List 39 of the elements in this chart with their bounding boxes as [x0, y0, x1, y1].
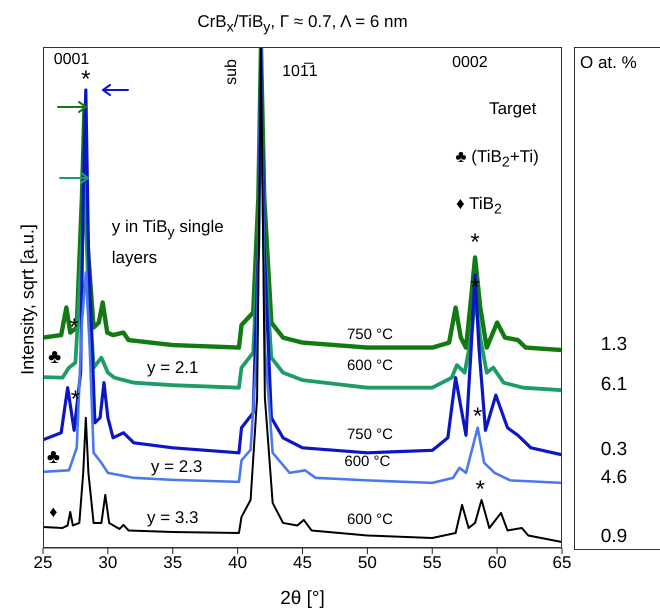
x-tick-label: 60 [488, 553, 507, 572]
annotation: 750 °C [346, 424, 394, 445]
annotation: * [472, 403, 484, 430]
x-tick-label: 50 [358, 553, 377, 572]
annotation: * [469, 228, 481, 256]
annotation: y = 2.3 [150, 456, 204, 477]
annotation: 600 °C [346, 356, 394, 376]
annotation: ♣ (TiB$_{2}$+Ti) [454, 146, 540, 172]
annotation: 0002 [451, 53, 489, 74]
y-axis-title: Intensity, sqrt [a.u.] [18, 224, 38, 374]
annotation: 101̅1 [281, 62, 319, 82]
x-tick-label: 55 [422, 553, 442, 572]
x-axis-title: 2θ [°] [280, 588, 325, 609]
annotation: y = 2.1 [146, 358, 200, 378]
x-tick-label: 40 [228, 553, 248, 572]
annotation: ♣ [46, 446, 61, 468]
annotation: sub [223, 59, 240, 85]
x-tick-label: 45 [293, 553, 312, 572]
annotation: Target [488, 98, 538, 120]
annotation: 600 °C [343, 452, 392, 472]
x-tick-label: 25 [34, 553, 52, 572]
chart-title: CrB$_{x}$/TiB$_{y}$, Γ ≈ 0.7, Λ = 6 nm [196, 12, 409, 36]
annotation: * [474, 476, 486, 503]
annotation: y = 3.3 [146, 508, 200, 528]
text: 0.9 [600, 526, 628, 548]
text: 4.6 [600, 466, 628, 489]
text: 1.3 [600, 334, 628, 356]
x-tick-label: 35 [163, 553, 182, 572]
annotation: ♦ [48, 502, 58, 523]
annotation: ♦ TiB$_{2}$ [455, 193, 503, 220]
text: y in TiB$_{y}$ single layers [112, 216, 224, 268]
text: 6.1 [600, 374, 628, 396]
text: 0.3 [600, 438, 628, 461]
annotation: ♣ [48, 346, 62, 368]
annotation: 750 °C [346, 325, 394, 346]
annotation: 600 °C [346, 510, 394, 530]
x-tick-label: 65 [552, 553, 572, 572]
x-tick-label: 30 [98, 553, 118, 572]
text: O at. % [580, 53, 638, 73]
